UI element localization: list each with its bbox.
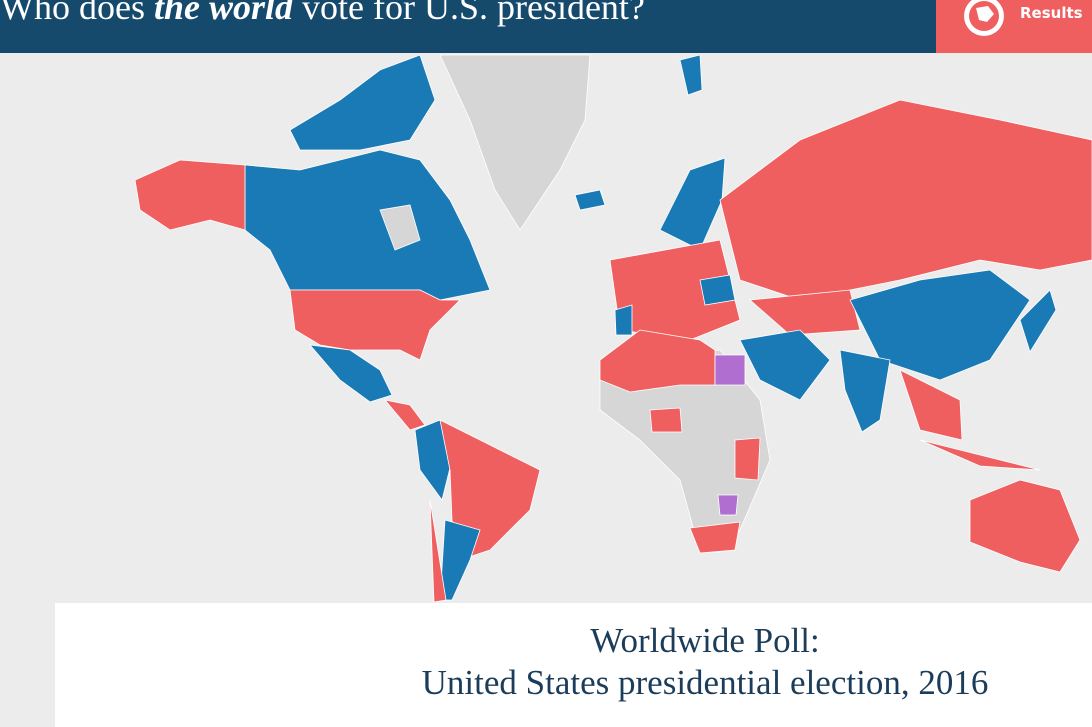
info-panel: Worldwide Poll: United States presidenti… xyxy=(55,603,1092,727)
header-title: Who does the world vote for U.S. preside… xyxy=(0,0,645,28)
title-emphasis: the world xyxy=(153,0,293,27)
panel-title: Worldwide Poll: xyxy=(590,621,820,660)
header: Who does the world vote for U.S. preside… xyxy=(0,0,1092,53)
results-button[interactable]: Results xyxy=(936,0,1092,53)
title-text: vote for U.S. president? xyxy=(293,0,645,27)
button-label[interactable]: Results xyxy=(1020,4,1083,22)
panel-title: United States presidential election, 201… xyxy=(421,663,989,702)
title-text: Who does xyxy=(0,0,154,27)
globe-icon xyxy=(964,0,1004,36)
